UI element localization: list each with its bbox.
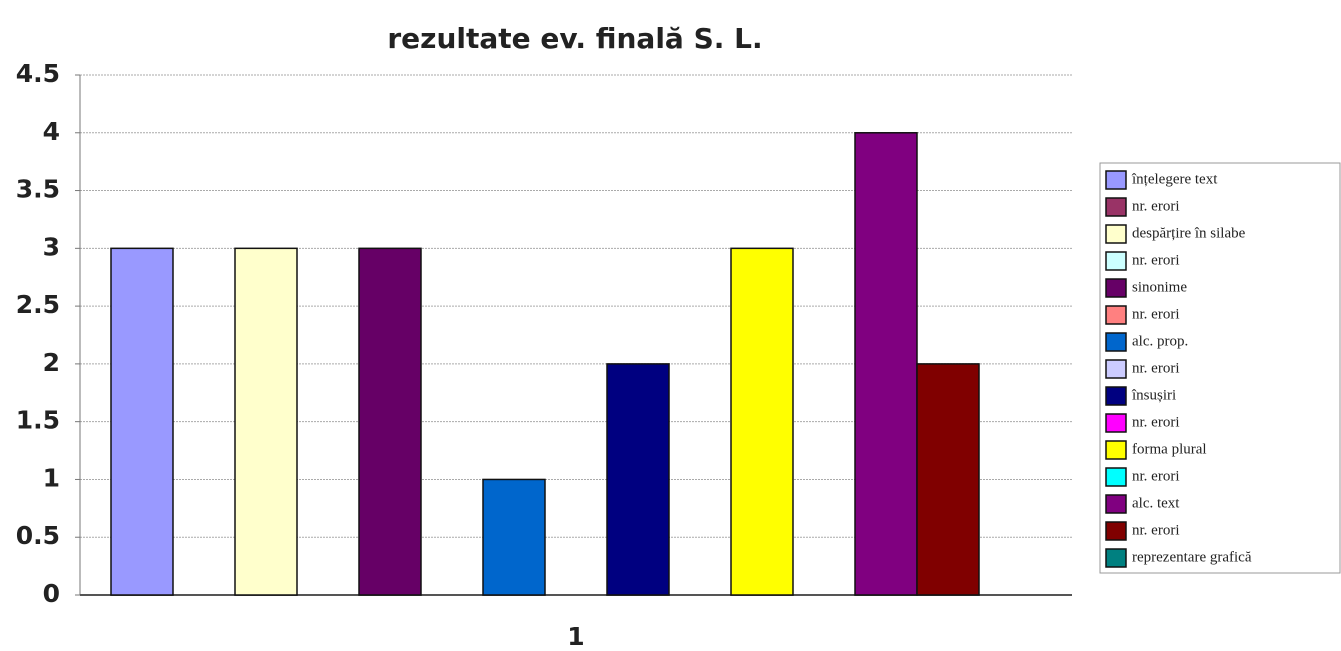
legend-swatch: [1105, 413, 1127, 433]
chart-title: rezultate ev. finală S. L.: [387, 22, 762, 55]
bar: [916, 363, 980, 596]
legend-label: însușiri: [1131, 387, 1176, 403]
legend-swatch: [1105, 521, 1127, 541]
legend-swatch: [1105, 467, 1127, 487]
legend-swatch: [1105, 494, 1127, 514]
legend-label: forma plural: [1132, 441, 1207, 457]
legend-swatch: [1105, 305, 1127, 325]
bar: [730, 247, 794, 596]
x-tick-label: 1: [567, 622, 584, 651]
legend-swatch: [1105, 278, 1127, 298]
legend-swatch: [1105, 359, 1127, 379]
legend-label: nr. erori: [1132, 306, 1179, 322]
legend-swatch: [1105, 440, 1127, 460]
legend-label: alc. text: [1132, 495, 1180, 511]
legend-label: despărțire în silabe: [1132, 225, 1246, 241]
y-tick-label: 1.5: [16, 406, 60, 435]
legend-label: nr. erori: [1132, 522, 1179, 538]
y-tick-label: 0.5: [16, 521, 60, 550]
y-tick-label: 4.5: [16, 59, 60, 88]
legend-swatch: [1105, 224, 1127, 244]
legend-swatch: [1105, 548, 1127, 568]
legend-swatch: [1105, 386, 1127, 406]
legend-box: [1099, 162, 1341, 574]
y-tick-label: 3.5: [16, 175, 60, 204]
legend-label: alc. prop.: [1132, 333, 1188, 349]
bar: [358, 247, 422, 596]
bar: [110, 247, 174, 596]
legend-label: nr. erori: [1132, 252, 1179, 268]
y-tick-label: 1: [43, 463, 60, 492]
y-tick-label: 0: [43, 579, 60, 608]
legend-label: nr. erori: [1132, 198, 1179, 214]
legend-swatch: [1105, 170, 1127, 190]
legend-label: sinonime: [1132, 279, 1187, 295]
legend-label: înțelegere text: [1131, 171, 1218, 187]
legend-label: nr. erori: [1132, 414, 1179, 430]
bar: [606, 363, 670, 596]
bar: [854, 132, 918, 596]
legend-swatch: [1105, 251, 1127, 271]
legend-label: reprezentare grafică: [1132, 549, 1252, 565]
legend-label: nr. erori: [1132, 360, 1179, 376]
legend-label: nr. erori: [1132, 468, 1179, 484]
y-tick-label: 4: [43, 117, 60, 146]
bar: [482, 478, 546, 596]
y-tick-label: 2.5: [16, 290, 60, 319]
legend-swatch: [1105, 197, 1127, 217]
y-tick-label: 3: [43, 232, 60, 261]
legend-swatch: [1105, 332, 1127, 352]
y-tick-label: 2: [43, 348, 60, 377]
bar: [234, 247, 298, 596]
